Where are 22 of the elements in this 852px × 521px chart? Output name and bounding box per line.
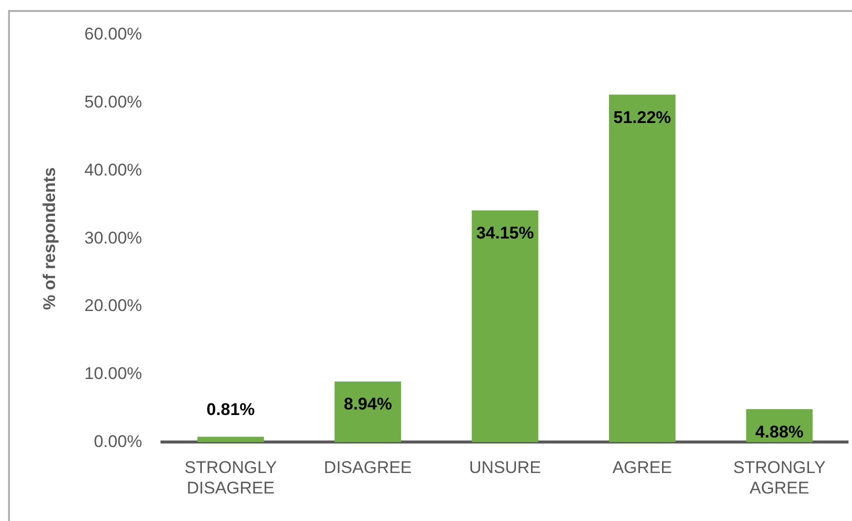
data-label: 4.88%: [755, 422, 804, 442]
x-tick-label: STRONGLY AGREE: [733, 458, 826, 498]
y-axis-title: % of respondents: [40, 167, 59, 310]
y-tick-label: 20.00%: [84, 296, 142, 316]
data-label: 34.15%: [476, 224, 534, 243]
y-tick-label: 40.00%: [84, 160, 142, 180]
bar: [334, 382, 402, 442]
data-label: 51.22%: [613, 108, 672, 127]
x-tick-label: STRONGLY DISAGREE: [184, 458, 277, 498]
x-tick-label: AGREE: [612, 458, 672, 478]
bar: [197, 436, 264, 442]
bar: [472, 210, 538, 442]
bar: [608, 94, 676, 442]
data-label: 8.94%: [344, 394, 392, 414]
y-tick-label: 50.00%: [84, 92, 142, 112]
x-tick-label: UNSURE: [469, 458, 541, 478]
y-tick-label: 60.00%: [84, 24, 142, 44]
y-tick-label: 0.00%: [94, 432, 142, 451]
y-tick-label: 10.00%: [84, 364, 142, 384]
data-label: 0.81%: [206, 400, 255, 419]
y-tick-label: 30.00%: [84, 228, 142, 248]
x-tick-label: DISAGREE: [324, 458, 412, 478]
